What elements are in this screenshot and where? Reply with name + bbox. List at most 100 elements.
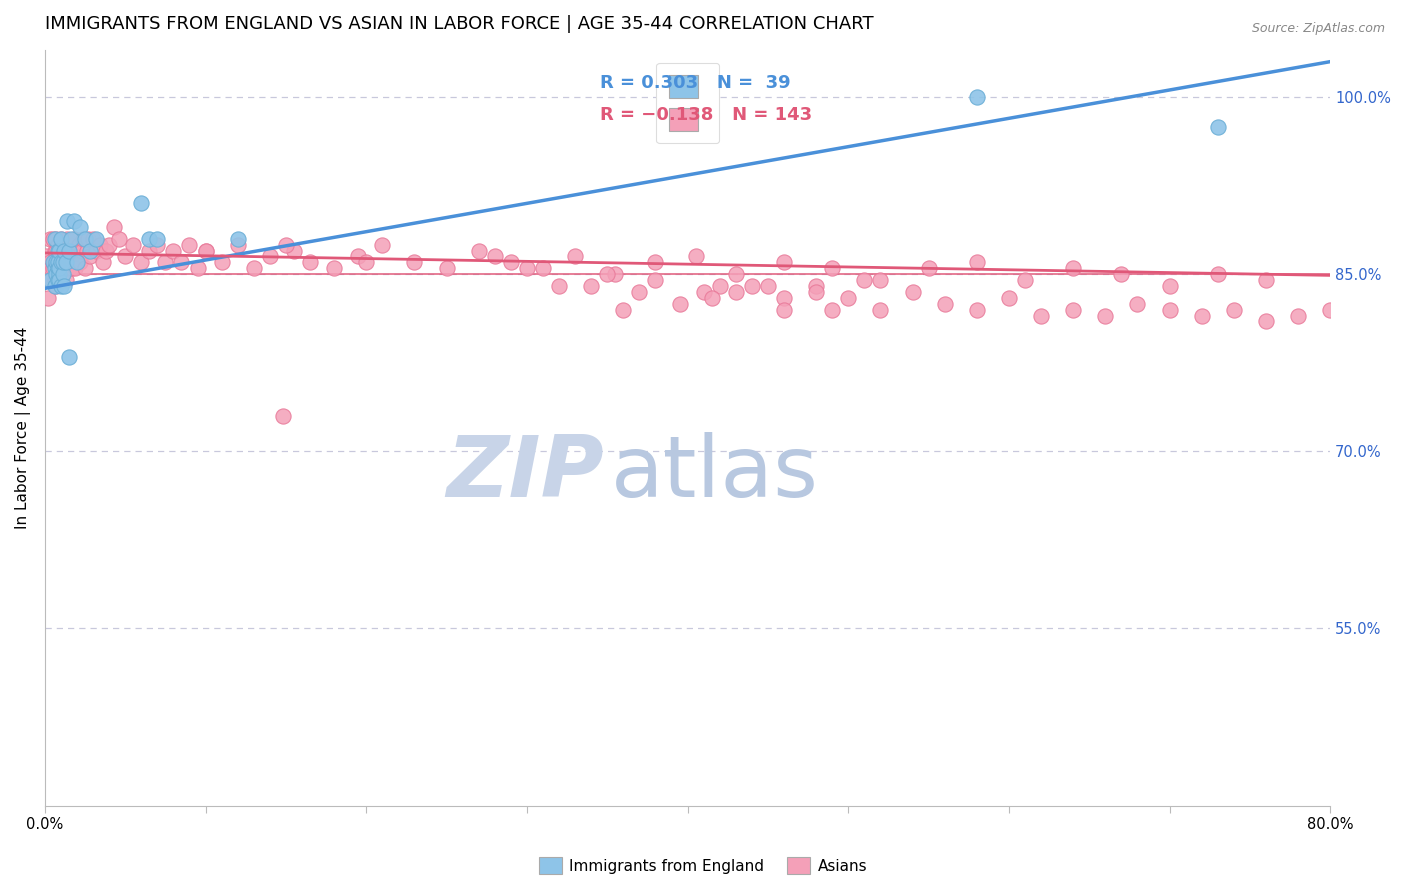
Point [73,232,96,246]
Point [1206,120,1229,134]
Point [51,261,73,276]
Point [69,255,91,269]
Point [55,273,77,287]
Point [46,237,69,252]
Point [1319,302,1341,317]
Point [94,244,117,258]
Point [38,255,60,269]
Point [48,267,70,281]
Point [48,244,70,258]
Point [49,273,72,287]
Point [65,261,87,276]
Point [853,273,876,287]
Point [821,302,844,317]
Point [531,261,554,276]
Point [756,279,779,293]
Point [51,244,73,258]
Point [44,279,66,293]
Point [1159,302,1181,317]
Point [901,285,924,299]
Point [122,237,145,252]
Point [44,261,66,276]
Point [114,250,136,264]
Point [821,261,844,276]
Point [91,255,114,269]
Point [48,244,70,258]
Point [67,237,90,252]
Point [724,285,747,299]
Point [49,232,72,246]
Point [354,255,377,269]
Point [46,261,69,276]
Point [371,237,394,252]
Point [37,291,59,305]
Legend: Immigrants from England, Asians: Immigrants from England, Asians [533,851,873,880]
Point [73,261,96,276]
Point [773,302,796,317]
Point [1111,267,1133,281]
Point [35,250,58,264]
Point [934,296,956,310]
Legend: , : , [657,62,720,144]
Point [612,302,634,317]
Point [628,285,651,299]
Point [211,255,233,269]
Point [84,244,107,258]
Point [58,350,80,364]
Point [98,237,121,252]
Text: R = 0.303   N =  39: R = 0.303 N = 39 [600,74,790,92]
Point [692,285,714,299]
Point [1062,302,1084,317]
Point [56,214,79,228]
Point [46,244,69,258]
Point [605,267,627,281]
Point [66,244,89,258]
Point [1126,296,1149,310]
Point [70,244,93,258]
Point [58,244,80,258]
Point [39,273,62,287]
Point [436,261,458,276]
Point [60,250,83,264]
Point [56,250,79,264]
Point [45,255,67,269]
Point [42,232,65,246]
Point [49,255,72,269]
Point [46,255,69,269]
Point [129,196,152,211]
Point [79,244,101,258]
Point [917,261,939,276]
Point [44,232,66,246]
Point [138,244,160,258]
Point [155,255,177,269]
Point [1254,314,1277,328]
Point [48,273,70,287]
Point [76,244,98,258]
Point [283,244,305,258]
Point [700,291,723,305]
Point [869,302,891,317]
Point [53,279,76,293]
Point [516,261,538,276]
Point [724,267,747,281]
Point [46,261,69,276]
Point [259,250,281,264]
Point [66,255,89,269]
Point [1384,309,1406,323]
Point [58,261,80,276]
Point [48,267,70,281]
Point [1159,279,1181,293]
Point [82,232,104,246]
Point [499,255,522,269]
Point [1206,267,1229,281]
Point [45,267,67,281]
Point [186,261,208,276]
Point [45,279,67,293]
Point [668,296,690,310]
Point [46,273,69,287]
Point [38,232,60,246]
Point [58,244,80,258]
Point [62,244,84,258]
Point [298,255,321,269]
Point [1062,261,1084,276]
